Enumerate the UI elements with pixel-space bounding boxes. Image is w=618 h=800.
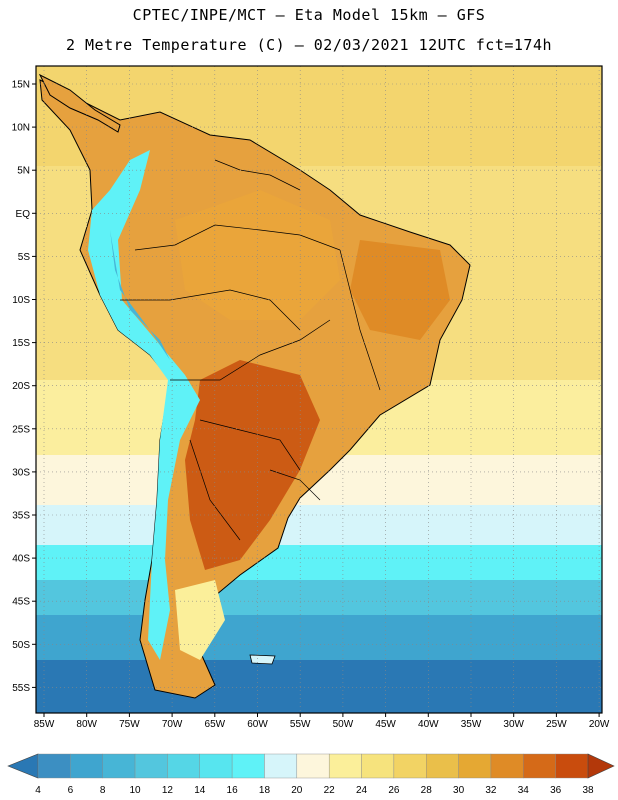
colorbar-swatch [70,753,103,779]
ocean-polar-band [36,615,602,665]
colorbar-swatch [393,753,427,779]
latitude-labels: 15N 10N 5N EQ 5S 10S 15S 20S 25S 30S 35S 40S 45S 50S 5… [12,80,36,694]
colorbar-swatch [102,753,136,779]
colorbar-label: 36 [550,785,562,796]
lat-label: 25S [12,424,30,435]
colorbar-label: 38 [582,785,594,796]
colorbar-label: 14 [194,785,206,796]
longitude-labels: 85W 80W 75W 70W 65W 60W 55W 50W 45W 40W 35W 30W 25W 2… [34,713,610,730]
colorbar [7,753,615,779]
lon-label: 70W [162,719,183,730]
colorbar-label: 18 [259,785,271,796]
colorbar-swatch [328,753,362,779]
lat-label: 30S [12,467,30,478]
lon-label: 35W [461,719,482,730]
title-line-2: 2 Metre Temperature (C) – 02/03/2021 12U… [65,36,553,54]
lon-label: 55W [290,719,311,730]
ocean-far-south-band [36,660,602,713]
colorbar-swatch [264,753,298,779]
amazon-region [175,190,340,320]
colorbar-swatch [199,753,233,779]
lat-label: 35S [12,511,30,522]
colorbar-label: 24 [356,785,368,796]
colorbar-label: 28 [421,785,433,796]
country-borders [120,159,381,541]
colorbar-swatch [361,753,395,779]
colorbar-swatch [523,753,556,779]
lon-label: 80W [76,719,97,730]
lon-label: 75W [119,719,140,730]
lon-label: 20W [589,719,610,730]
lat-label: 45S [12,597,30,608]
colorbar-swatch [426,753,459,779]
lon-label: 30W [503,719,524,730]
northeast-brazil-region [350,240,450,340]
colorbar-swatch [231,753,265,779]
lat-label: 40S [12,554,30,565]
lon-label: 85W [34,719,55,730]
lat-label: 50S [12,640,30,651]
falkland-islands [249,654,276,665]
patagonia-region [175,580,225,660]
lon-label: 60W [247,719,268,730]
colorbar-swatch [490,753,524,779]
lat-label: 15S [12,338,30,349]
lat-label: 5S [18,252,31,263]
colorbar-swatch [167,753,200,779]
lat-label: 55S [12,683,30,694]
andes-cold-strip [88,150,200,660]
lat-label: 10N [12,123,30,134]
colorbar-label: 10 [129,785,141,796]
colorbar-label: 8 [100,785,106,796]
colorbar-label: 34 [518,785,530,796]
ocean-cold-band [36,545,602,585]
colorbar-swatch [37,753,71,779]
colorbar-swatch [555,753,589,779]
colorbar-label: 6 [68,785,74,796]
colorbar-arrow-high [587,753,615,779]
central-america [38,73,121,133]
colorbar-label: 20 [291,785,303,796]
lon-label: 40W [418,719,439,730]
lon-label: 65W [205,719,226,730]
lat-label: 20S [12,381,30,392]
colorbar-label: 32 [485,785,497,796]
colorbar-label: 22 [324,785,336,796]
hot-core-region [185,360,320,570]
colorbar-label: 12 [162,785,174,796]
colorbar-swatch [458,753,492,779]
title-line-1: CPTEC/INPE/MCT – Eta Model 15km – GFS [132,6,486,24]
colorbar-label: 30 [453,785,465,796]
colorbar-label: 4 [35,785,41,796]
map-frame [35,65,603,714]
colorbar-swatch [134,753,168,779]
lon-label: 45W [375,719,396,730]
colorbar-swatch [296,753,330,779]
colorbar-arrow-low [7,753,39,779]
colorbar-label: 26 [388,785,400,796]
lat-label: 5N [17,166,30,177]
map-field [36,66,602,713]
lat-label: 10S [12,295,30,306]
lat-label: EQ [16,209,31,220]
colorbar-labels: 4 6 8 10 12 14 16 18 20 22 24 26 28 30 32 34 36 38 [35,785,594,796]
lon-label: 50W [333,719,354,730]
ocean-colder-band [36,580,602,620]
ocean-cool-band [36,505,602,550]
lon-label: 25W [546,719,567,730]
colorbar-label: 16 [227,785,239,796]
lat-label: 15N [12,80,30,91]
